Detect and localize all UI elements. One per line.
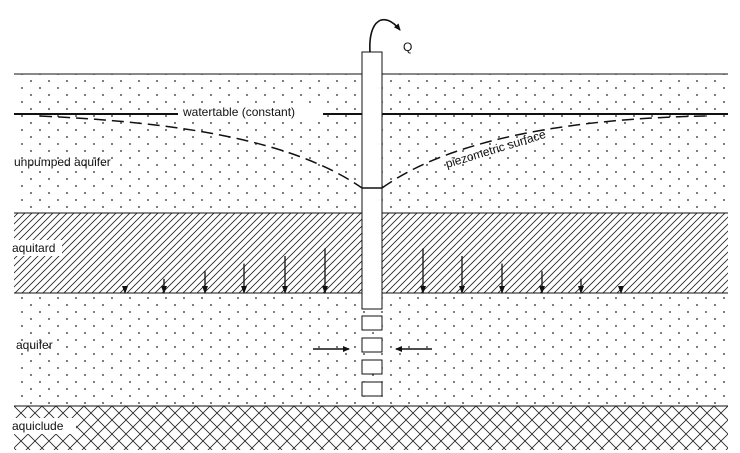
leakage-arrowhead-right-3 <box>499 286 505 294</box>
discharge-arrow <box>369 18 401 53</box>
leakage-arrowhead-right-2 <box>459 286 465 294</box>
aquiclude-layer <box>14 406 728 450</box>
unpumped-aquifer-label: unpumped aquifer <box>14 155 111 169</box>
aquifer-label: aquifer <box>16 338 53 352</box>
watertable-label-bg <box>178 104 323 120</box>
leakage-arrows <box>122 248 624 294</box>
leakage-arrowhead-left-4 <box>241 286 247 294</box>
aquitard-label: aquitard <box>12 241 55 255</box>
leakage-arrowhead-right-1 <box>420 286 426 294</box>
well-casing <box>361 51 383 310</box>
leakage-arrowhead-left-3 <box>202 286 208 294</box>
well-screen <box>361 315 383 397</box>
piezometric-surface-curve-left <box>39 115 363 189</box>
aquiclude-label-bg <box>8 418 76 434</box>
leakage-arrowhead-right-4 <box>539 286 545 294</box>
aquitard-label-bg <box>8 240 62 256</box>
leakage-arrowhead-right-6 <box>618 286 624 294</box>
aquiclude-label: aquiclude <box>12 419 64 433</box>
leakage-arrowhead-right-5 <box>578 286 584 294</box>
leakage-arrowhead-left-5 <box>282 286 288 294</box>
leakage-arrowhead-left-1 <box>122 286 128 294</box>
leakage-arrowhead-left-2 <box>161 286 167 294</box>
piezometric-surface-curve-right <box>381 115 706 189</box>
watertable-label: watertable (constant) <box>182 105 295 119</box>
discharge-label: Q <box>403 40 412 54</box>
leakage-arrowhead-left-6 <box>322 286 328 294</box>
